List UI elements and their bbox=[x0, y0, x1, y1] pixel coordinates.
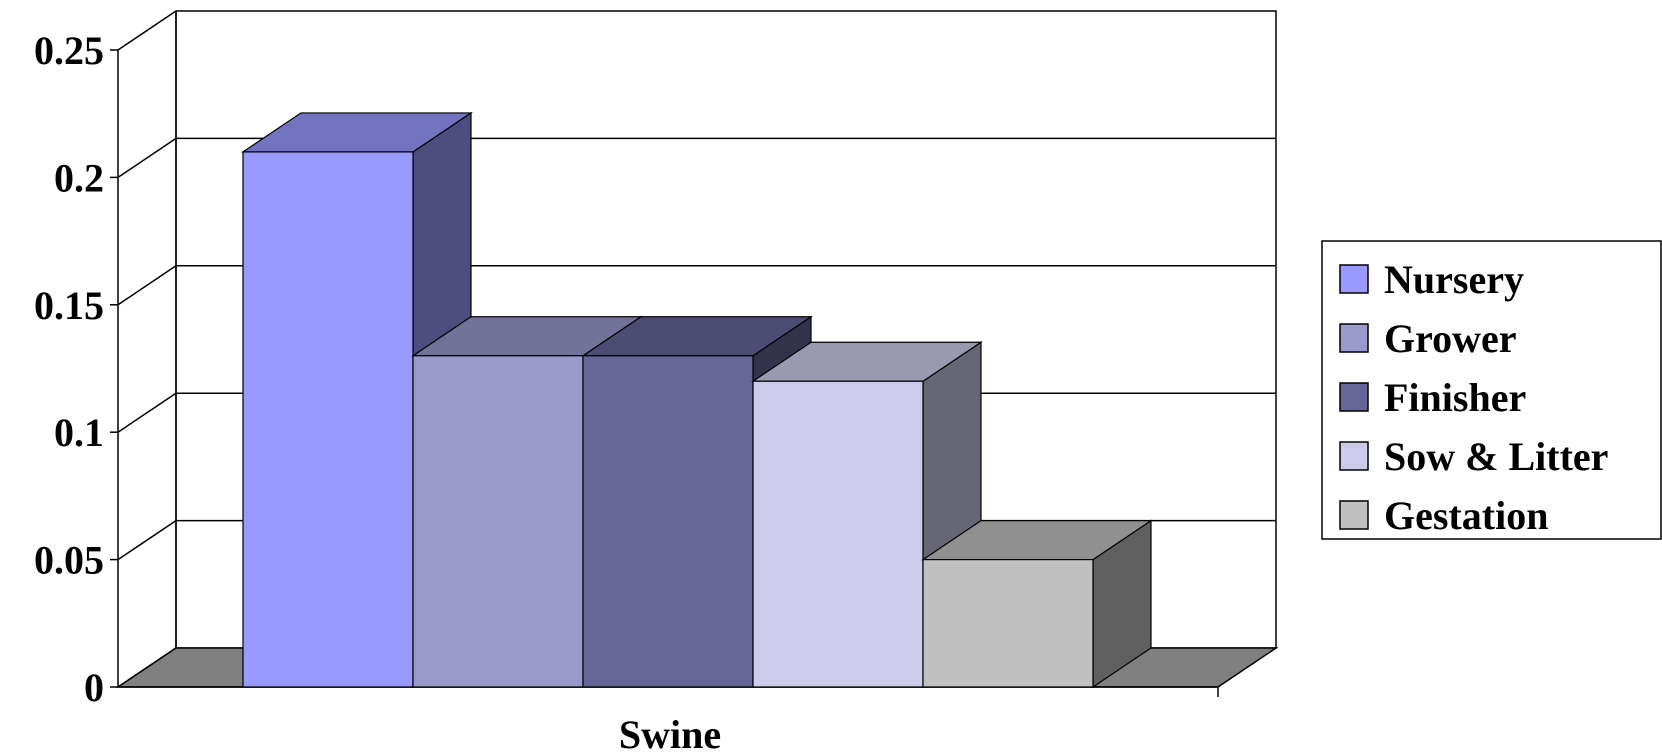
side-gridline bbox=[117, 10, 177, 51]
legend-swatch bbox=[1339, 441, 1369, 471]
legend-swatch bbox=[1339, 382, 1369, 412]
legend-swatch bbox=[1339, 264, 1369, 294]
legend-box bbox=[1321, 240, 1662, 540]
side-gridline bbox=[117, 392, 177, 433]
y-tick-label: 0.05 bbox=[34, 538, 104, 583]
y-tick-label: 0.25 bbox=[34, 28, 104, 73]
bars bbox=[241, 111, 1153, 689]
legend-item: Finisher bbox=[1339, 375, 1526, 420]
legend-item: Grower bbox=[1339, 316, 1517, 361]
legend-item: Gestation bbox=[1339, 493, 1548, 538]
legend-label: Nursery bbox=[1384, 257, 1524, 302]
legend-swatch bbox=[1339, 323, 1369, 353]
y-tick-label: 0.1 bbox=[54, 410, 104, 455]
bar-front bbox=[582, 355, 754, 688]
legend-label: Grower bbox=[1384, 316, 1517, 361]
legend: Nursery Grower Finisher Sow & Litter Gestati… bbox=[1321, 240, 1662, 540]
side-gridline bbox=[117, 137, 177, 179]
x-axis: Swine bbox=[619, 712, 721, 756]
bar-front bbox=[242, 151, 414, 688]
bar-gestation bbox=[921, 519, 1153, 689]
y-tick-label: 0.15 bbox=[34, 283, 104, 328]
legend-swatch bbox=[1339, 500, 1369, 530]
bar-front bbox=[412, 355, 584, 688]
y-tick-label: 0.2 bbox=[54, 155, 104, 200]
legend-label: Finisher bbox=[1384, 375, 1526, 420]
y-tick-label: 0 bbox=[84, 665, 104, 710]
legend-label: Gestation bbox=[1384, 493, 1548, 538]
side-gridline bbox=[117, 265, 177, 306]
x-category-label: Swine bbox=[619, 712, 721, 756]
legend-label: Sow & Litter bbox=[1384, 434, 1608, 479]
legend-item: Sow & Litter bbox=[1339, 434, 1608, 479]
legend-item: Nursery bbox=[1339, 257, 1524, 302]
side-gridline bbox=[117, 519, 177, 561]
bar-front bbox=[752, 380, 924, 688]
bar-front bbox=[922, 558, 1094, 688]
